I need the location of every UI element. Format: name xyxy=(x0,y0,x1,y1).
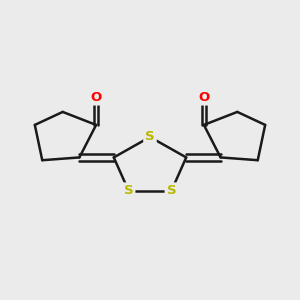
Text: O: O xyxy=(198,91,209,103)
Text: S: S xyxy=(145,130,155,143)
Text: O: O xyxy=(91,91,102,103)
Text: S: S xyxy=(124,184,134,197)
Text: S: S xyxy=(167,184,176,197)
